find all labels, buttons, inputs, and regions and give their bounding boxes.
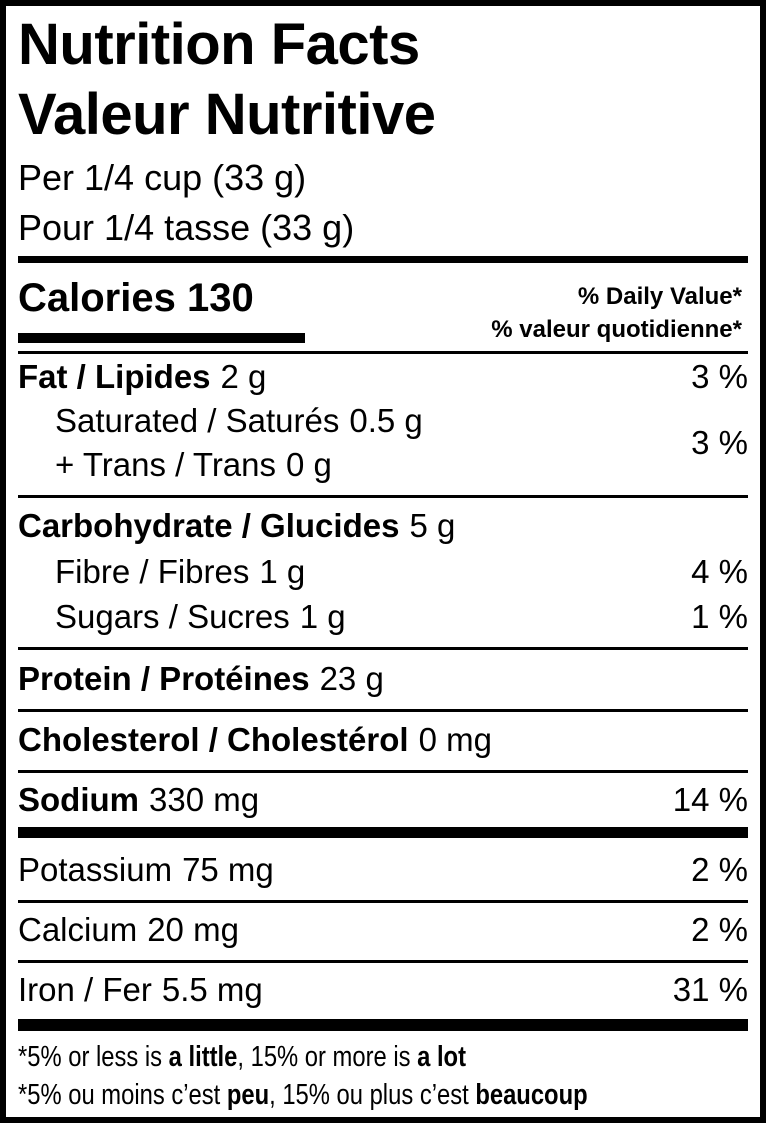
nutrient-amount: 23 g <box>319 660 384 697</box>
daily-value: 2 % <box>691 911 748 948</box>
nutrient-amount: 0 mg <box>418 721 492 758</box>
nutrient-name: Fat / Lipides <box>18 358 211 395</box>
nutrient-amount: 75 mg <box>182 851 274 888</box>
nutrient-name: Fibre / Fibres <box>55 553 250 590</box>
nutrient-name: Potassium <box>18 851 173 888</box>
nutrient-name: Sodium <box>18 781 139 818</box>
daily-value-header: % valeur quotidienne* <box>491 316 742 343</box>
footnote-text: *5% or less is <box>18 1041 169 1073</box>
rule <box>18 495 748 498</box>
nutrient-name: Carbohydrate / Glucides <box>18 507 400 544</box>
nutrient-row: Sugars / Sucres 1 g 1 % <box>18 597 748 637</box>
nutrient-row: Fibre / Fibres 1 g 4 % <box>18 552 748 592</box>
nutrient-row: Potassium 75 mg 2 % <box>18 850 748 890</box>
rule <box>18 827 748 838</box>
title: Valeur Nutritive <box>18 82 436 147</box>
nutrient-row: Calcium 20 mg 2 % <box>18 910 748 950</box>
daily-value: 4 % <box>691 553 748 590</box>
serving-size: Pour 1/4 tasse (33 g) <box>18 207 355 248</box>
nutrient-row: Fat / Lipides 2 g 3 % <box>18 357 748 397</box>
daily-value-header: % Daily Value* <box>577 283 742 310</box>
nutrient-amount: 2 g <box>220 358 267 395</box>
nutrient-row: Sodium 330 mg 14 % <box>18 780 748 820</box>
rule <box>18 900 748 903</box>
calories: Calories 130 <box>18 274 254 322</box>
nutrient-row: Saturated / Saturés 0.5 g <box>18 401 748 441</box>
title: Nutrition Facts <box>18 12 420 77</box>
footnote: *5% ou moins c’est peu, 15% ou plus c’es… <box>18 1077 588 1113</box>
footnote-text: , 15% ou plus c’est <box>269 1079 476 1111</box>
rule <box>18 256 748 263</box>
daily-value: 2 % <box>691 851 748 888</box>
calories-value: 130 <box>186 276 254 320</box>
rule <box>18 960 748 963</box>
footnote-text: , 15% or more is <box>237 1041 418 1073</box>
nutrient-name: Cholesterol / Cholestérol <box>18 721 409 758</box>
nutrient-amount: 1 g <box>299 598 346 635</box>
nutrient-name: Protein / Protéines <box>18 660 310 697</box>
rule <box>18 709 748 712</box>
nutrient-row: Cholesterol / Cholestérol 0 mg <box>18 720 748 760</box>
nutrient-amount: 5.5 mg <box>161 971 263 1008</box>
daily-value: 31 % <box>672 971 748 1008</box>
nutrient-row: Protein / Protéines 23 g <box>18 659 748 699</box>
footnote-emphasis: peu <box>226 1079 270 1111</box>
rule <box>18 647 748 650</box>
calories-rule <box>18 333 305 343</box>
nutrient-name: Saturated / Saturés <box>55 402 340 439</box>
nutrient-amount: 20 mg <box>147 911 239 948</box>
footnote-emphasis: beaucoup <box>475 1079 588 1111</box>
daily-value: 3 % <box>691 358 748 395</box>
nutrient-name: Calcium <box>18 911 138 948</box>
daily-value: 1 % <box>691 598 748 635</box>
nutrient-row: Carbohydrate / Glucides 5 g <box>18 506 748 546</box>
daily-value: 14 % <box>672 781 748 818</box>
nutrient-amount: 5 g <box>409 507 456 544</box>
calories-label: Calories <box>18 276 176 320</box>
footnote-text: *5% ou moins c’est <box>18 1079 227 1111</box>
nutrient-name: + Trans / Trans <box>55 446 277 483</box>
nutrient-row: + Trans / Trans 0 g 3 % <box>18 424 748 485</box>
footnote: *5% or less is a little, 15% or more is … <box>18 1039 466 1075</box>
nutrient-amount: 1 g <box>259 553 306 590</box>
footnote-emphasis: a lot <box>417 1041 467 1073</box>
serving-size: Per 1/4 cup (33 g) <box>18 157 307 198</box>
nutrient-amount: 0.5 g <box>349 402 423 439</box>
rule <box>18 351 748 354</box>
nutrient-row: Iron / Fer 5.5 mg 31 % <box>18 970 748 1010</box>
rule <box>18 770 748 773</box>
nutrient-name: Iron / Fer <box>18 971 152 1008</box>
nutrient-amount: 330 mg <box>149 781 260 818</box>
rule <box>18 1019 748 1031</box>
daily-value: 3 % <box>691 424 748 461</box>
footnote-emphasis: a little <box>168 1041 238 1073</box>
nutrient-amount: 0 g <box>286 446 332 483</box>
nutrient-name: Sugars / Sucres <box>55 598 290 635</box>
